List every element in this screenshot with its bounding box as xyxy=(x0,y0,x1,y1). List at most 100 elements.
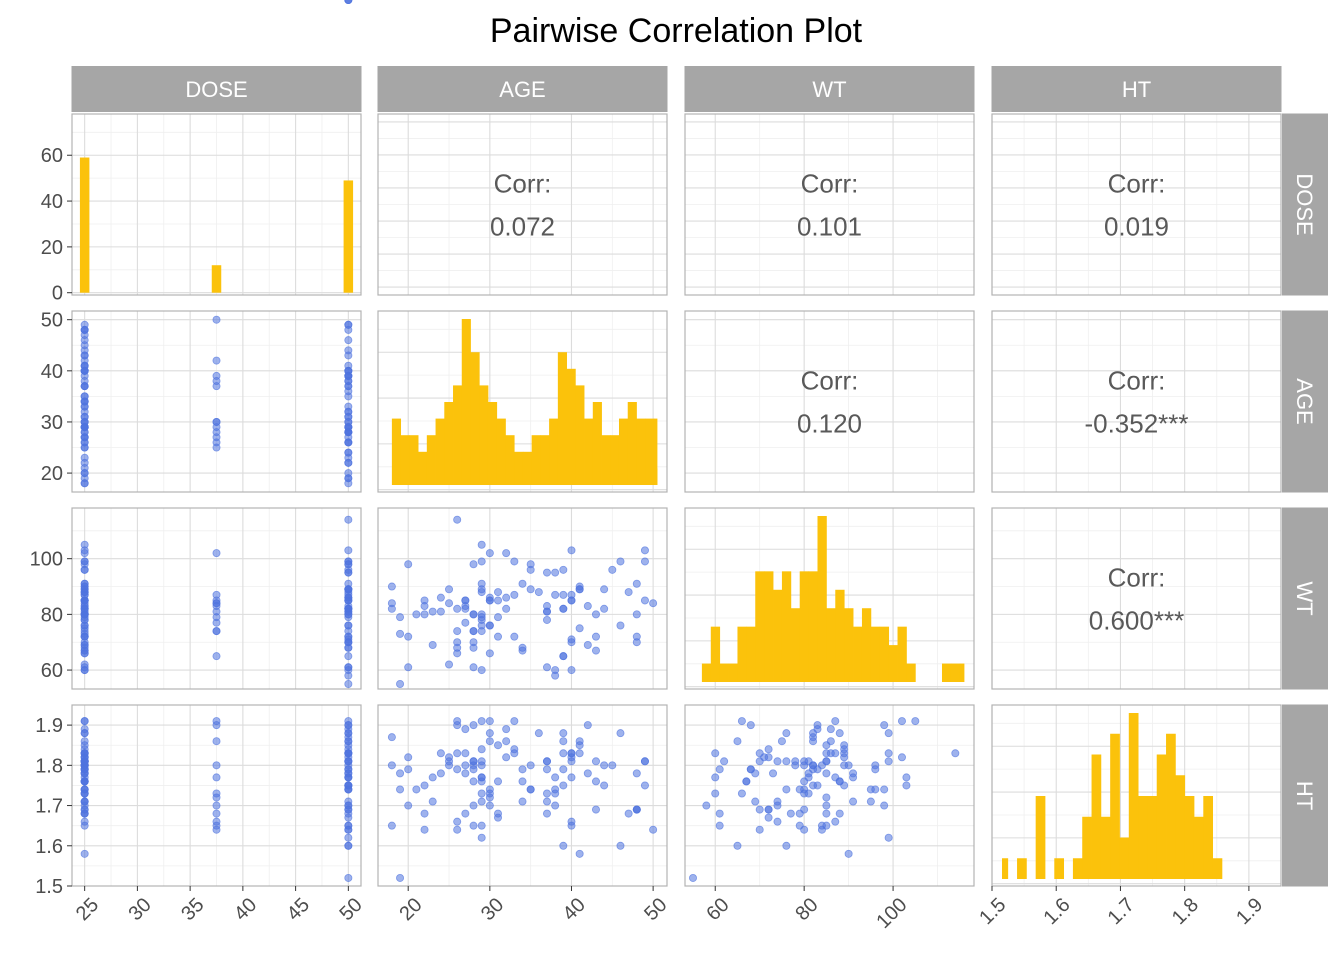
scatter-point xyxy=(80,745,89,754)
scatter-point xyxy=(542,615,551,624)
scatter-point xyxy=(600,585,609,594)
histogram-bar xyxy=(1082,816,1092,879)
y-tick-label: 50 xyxy=(41,310,63,332)
histogram-bar xyxy=(799,571,810,682)
scatter-point xyxy=(567,666,576,675)
scatter-point xyxy=(764,805,773,814)
scatter-point xyxy=(494,588,503,597)
scatter-point xyxy=(844,849,853,858)
scatter-point xyxy=(344,474,353,483)
scatter-point xyxy=(477,717,486,726)
scatter-point xyxy=(902,773,911,782)
y-tick-label: 60 xyxy=(41,145,63,167)
scatter-point xyxy=(428,773,437,782)
scatter-point xyxy=(526,761,535,770)
histogram-bar xyxy=(1184,796,1195,879)
scatter-point xyxy=(212,817,221,826)
scatter-point xyxy=(871,765,880,774)
x-tick-label: 20 xyxy=(395,894,426,925)
scatter-point xyxy=(344,833,353,842)
scatter-point xyxy=(551,773,560,782)
scatter-point xyxy=(477,833,486,842)
scatter-point xyxy=(80,717,89,726)
scatter-point xyxy=(559,781,568,790)
scatter-point xyxy=(212,417,221,426)
scatter-point xyxy=(212,315,221,324)
scatter-point xyxy=(559,737,568,746)
scatter-point xyxy=(212,602,221,611)
scatter-point xyxy=(436,749,445,758)
scatter-point xyxy=(559,729,568,738)
histogram-bar xyxy=(1072,858,1083,879)
y-tick-label: 1.7 xyxy=(35,796,63,818)
scatter-point xyxy=(777,737,786,746)
histogram-bar xyxy=(610,435,620,485)
scatter-point xyxy=(518,579,527,588)
scatter-point xyxy=(80,596,89,605)
scatter-point xyxy=(344,0,353,4)
scatter-point xyxy=(428,607,437,616)
scatter-point xyxy=(80,809,89,818)
scatter-point xyxy=(477,585,486,594)
histogram-bar xyxy=(479,385,489,485)
scatter-point xyxy=(640,546,649,555)
scatter-point xyxy=(404,632,413,641)
scatter-point xyxy=(80,557,89,566)
row-strip xyxy=(1282,113,1328,296)
scatter-point xyxy=(817,761,826,770)
histogram-bar xyxy=(566,368,576,485)
histogram-bar xyxy=(435,418,445,485)
scatter-point xyxy=(212,356,221,365)
scatter-point xyxy=(583,769,592,778)
scatter-point xyxy=(494,813,503,822)
scatter-point xyxy=(469,757,478,766)
scatter-point xyxy=(344,841,353,850)
scatter-point xyxy=(436,593,445,602)
histogram-bar xyxy=(1175,775,1186,879)
strips-layer: DOSE AGE WT HT DOSE AGE WT HT xyxy=(71,66,1328,887)
histogram-bar xyxy=(653,418,658,485)
row-strip-label: HT xyxy=(1292,781,1317,810)
scatter-point xyxy=(453,765,462,774)
scatter-point xyxy=(591,805,600,814)
scatter-point xyxy=(344,568,353,577)
panel-frame xyxy=(991,507,1282,690)
y-tick-label: 80 xyxy=(41,604,63,626)
scatter-point xyxy=(632,769,641,778)
scatter-point xyxy=(387,604,396,613)
scatter-point xyxy=(640,781,649,790)
scatter-point xyxy=(477,821,486,830)
scatter-point xyxy=(80,643,89,652)
scatter-point xyxy=(884,833,893,842)
scatter-point xyxy=(461,604,470,613)
x-tick-label: 50 xyxy=(335,894,366,925)
scatter-point xyxy=(616,841,625,850)
scatter-point xyxy=(494,741,503,750)
scatter-point xyxy=(80,453,89,462)
scatter-point xyxy=(902,781,911,790)
scatter-point xyxy=(649,825,658,834)
scatter-point xyxy=(526,785,535,794)
scatter-point xyxy=(80,789,89,798)
scatter-point xyxy=(404,560,413,569)
scatter-point xyxy=(702,801,711,810)
y-tick-label: 100 xyxy=(30,549,63,571)
scatter-point xyxy=(344,721,353,730)
histogram-bar xyxy=(505,435,515,485)
scatter-point xyxy=(485,717,494,726)
scatter-point xyxy=(632,805,641,814)
scatter-point xyxy=(344,433,353,442)
histogram-bar xyxy=(636,418,646,485)
scatter-point xyxy=(453,627,462,636)
y-tick-label: 30 xyxy=(41,412,63,434)
scatter-point xyxy=(831,773,840,782)
scatter-point xyxy=(559,749,568,758)
scatter-point xyxy=(387,582,396,591)
scatter-point xyxy=(567,821,576,830)
scatter-point xyxy=(720,757,729,766)
scatter-point xyxy=(80,479,89,488)
scatter-point xyxy=(583,602,592,611)
histogram-bar xyxy=(540,435,550,485)
histogram-bar xyxy=(531,435,541,485)
scatter-point xyxy=(600,604,609,613)
